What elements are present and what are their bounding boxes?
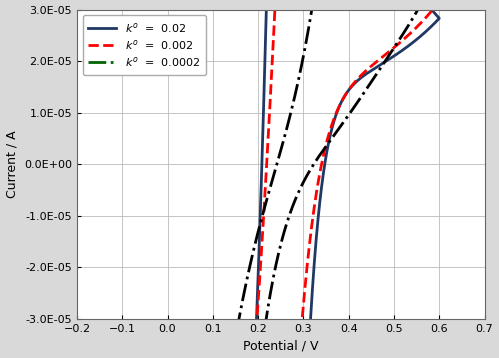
$k^o$  =  0.02 (359, 74, 365, 79)
Y-axis label: Current / A: Current / A (5, 130, 18, 198)
$k^o$  =  0.02 (342, 92, 348, 97)
$k^o$  =  0.0002 (359, 93, 365, 97)
Line: $k^o$  =  0.02: $k^o$ = 0.02 (122, 0, 439, 358)
X-axis label: Potential / V: Potential / V (243, 339, 318, 352)
$k^o$  =  0.002 (268, 87, 274, 91)
$k^o$  =  0.0002 (268, 183, 274, 188)
Line: $k^o$  =  0.002: $k^o$ = 0.002 (122, 0, 439, 358)
$k^o$  =  0.0002 (291, 201, 297, 205)
Line: $k^o$  =  0.0002: $k^o$ = 0.0002 (122, 0, 439, 358)
Legend: $k^o$  =  0.02, $k^o$  =  0.002, $k^o$  =  0.0002: $k^o$ = 0.02, $k^o$ = 0.002, $k^o$ = 0.0… (82, 15, 206, 75)
$k^o$  =  0.0002 (342, 117, 348, 121)
$k^o$  =  0.002 (359, 72, 365, 76)
$k^o$  =  0.002 (342, 93, 348, 97)
